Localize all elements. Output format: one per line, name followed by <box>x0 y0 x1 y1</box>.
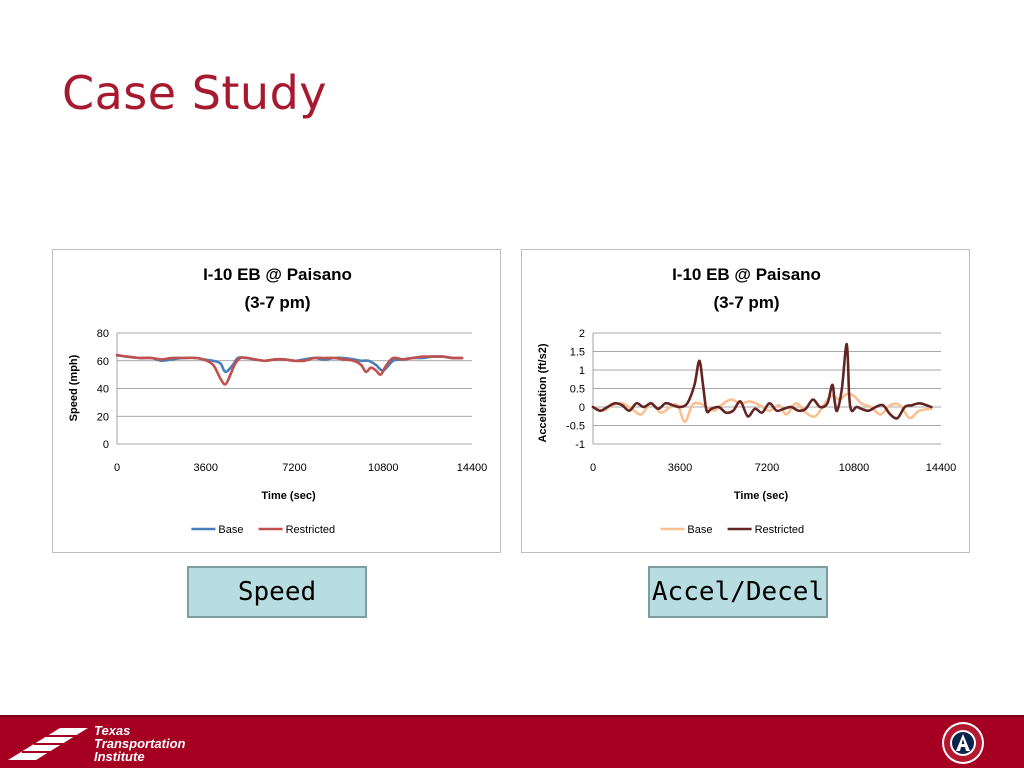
x-tick-label: 10800 <box>839 462 870 474</box>
slide-title: Case Study <box>62 66 328 120</box>
tti-logo-icon <box>8 728 92 760</box>
legend-label-restricted: Restricted <box>755 524 805 536</box>
accel-chart-panel: I-10 EB @ Paisano (3-7 pm) -1 -0.5 0 0.5 1 1.5 2… <box>521 249 970 553</box>
x-tick-label: 3600 <box>194 462 218 474</box>
x-tick-label: 3600 <box>668 462 692 474</box>
tti-logo-text: Texas Transportation Institute <box>94 724 186 763</box>
legend-label-base: Base <box>687 524 712 536</box>
series-line-restricted <box>115 353 464 386</box>
y-tick-label: 0 <box>579 402 585 414</box>
x-tick-label: 7200 <box>755 462 779 474</box>
series-line-restricted <box>591 342 933 420</box>
y-tick-label: 2 <box>579 328 585 340</box>
accel-chart: I-10 EB @ Paisano (3-7 pm) -1 -0.5 0 0.5 1 1.5 2… <box>537 265 957 536</box>
y-tick-label: 40 <box>97 384 109 396</box>
x-tick-label: 10800 <box>368 462 399 474</box>
y-axis-label: Acceleration (ft/s2) <box>537 343 549 442</box>
footer-bar: Texas Transportation Institute <box>0 715 1024 768</box>
y-tick-label: 0 <box>103 439 109 451</box>
x-axis-label: Time (sec) <box>261 490 316 502</box>
tti-line-3: Institute <box>94 749 145 764</box>
chart-title-line-1: I-10 EB @ Paisano <box>203 265 352 284</box>
x-tick-label: 14400 <box>457 462 488 474</box>
y-tick-label: -0.5 <box>566 421 585 433</box>
x-tick-label: 0 <box>590 462 596 474</box>
y-tick-label: 0.5 <box>570 384 585 396</box>
speed-label: Speed <box>187 566 367 618</box>
legend-label-restricted: Restricted <box>286 524 336 536</box>
x-axis-label: Time (sec) <box>734 490 789 502</box>
y-tick-label: 1 <box>579 365 585 377</box>
x-tick-label: 0 <box>114 462 120 474</box>
speed-chart-panel: I-10 EB @ Paisano (3-7 pm) 0 20 40 60 80 0 3600 7… <box>52 249 501 553</box>
y-tick-label: 1.5 <box>570 347 585 359</box>
x-tick-label: 14400 <box>926 462 957 474</box>
legend-label-base: Base <box>218 524 243 536</box>
x-tick-label: 7200 <box>282 462 306 474</box>
y-tick-label: 20 <box>97 411 109 423</box>
accel-decel-label: Accel/Decel <box>648 566 828 618</box>
y-tick-label: 80 <box>97 328 109 340</box>
chart-title-line-2: (3-7 pm) <box>244 293 310 312</box>
chart-title-line-2: (3-7 pm) <box>713 293 779 312</box>
tti-line-2: Transportation <box>94 736 186 751</box>
college-of-engineering-seal-icon <box>942 722 984 764</box>
y-tick-label: 60 <box>97 356 109 368</box>
speed-chart: I-10 EB @ Paisano (3-7 pm) 0 20 40 60 80 0 3600 7… <box>68 265 488 536</box>
tti-line-1: Texas <box>94 723 131 738</box>
y-axis-label: Speed (mph) <box>68 354 80 421</box>
y-tick-label: -1 <box>575 439 585 451</box>
chart-title-line-1: I-10 EB @ Paisano <box>672 265 821 284</box>
